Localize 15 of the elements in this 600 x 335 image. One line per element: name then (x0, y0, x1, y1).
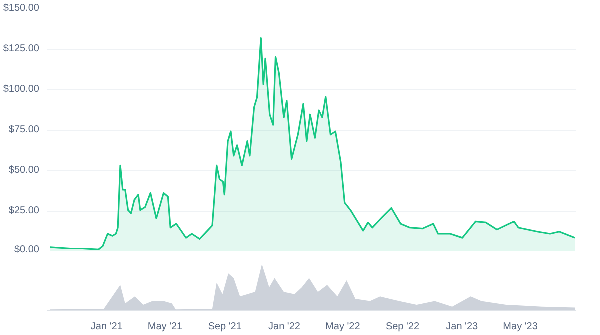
y-tick-label: $0.00 (14, 244, 40, 256)
y-tick-label: $50.00 (8, 165, 40, 176)
x-tick-label: Jan '23 (446, 322, 479, 332)
x-tick-label: May '22 (326, 322, 361, 332)
x-tick-label: Jan '22 (268, 322, 301, 332)
x-tick-label: Sep '21 (208, 322, 242, 332)
x-tick-label: May '23 (503, 322, 538, 332)
y-tick-label: $125.00 (3, 44, 40, 54)
x-tick-label: May '21 (148, 322, 184, 332)
x-tick-label: Sep '22 (386, 322, 420, 332)
y-tick-label: $25.00 (8, 206, 40, 216)
x-tick-label: Jan '21 (90, 322, 124, 332)
y-tick-label: $150.00 (3, 3, 40, 14)
y-tick-label: $75.00 (8, 124, 40, 136)
y-tick-label: $100.00 (3, 84, 40, 95)
